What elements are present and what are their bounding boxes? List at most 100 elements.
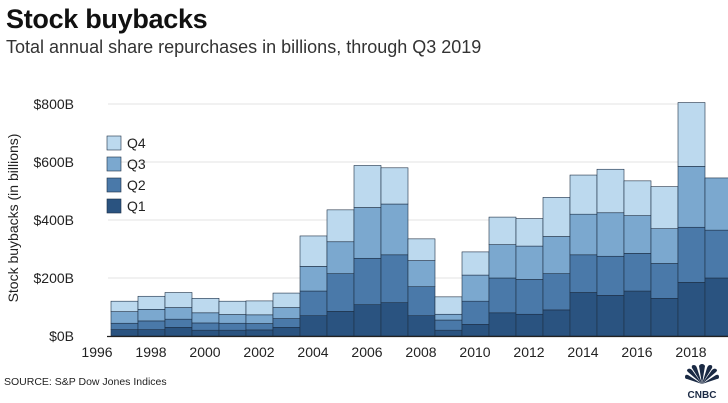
legend-swatch-q3	[106, 156, 122, 172]
cnbc-peacock-logo: CNBC	[685, 364, 719, 400]
bar-segment-q2-2006	[353, 257, 382, 305]
bar-segment-q4-2005	[326, 209, 355, 243]
bar-segment-q3-2009	[434, 313, 463, 321]
bar-segment-q2-2011	[488, 277, 517, 314]
bar-segment-q4-2002	[245, 300, 274, 316]
bar-segment-q1-2004	[299, 315, 328, 337]
bar-segment-q3-2006	[353, 207, 382, 259]
x-tick-label: 2010	[459, 344, 490, 360]
bar-segment-q4-2003	[272, 292, 301, 308]
y-tick-label: $600B	[34, 154, 74, 170]
bar-segment-q1-2008	[407, 315, 436, 337]
bar-segment-q1-2006	[353, 304, 382, 337]
legend-label-q2: Q2	[127, 177, 146, 193]
bar-segment-q4-2013	[542, 197, 571, 237]
x-tick-labels: 1996 1998 2000 2002 2004 2006 2008 2010 2012 2014…	[81, 344, 706, 360]
bar-segment-q2-2001	[218, 322, 247, 331]
y-tick-labels: $0B $200B $400B $600B $800B	[34, 96, 74, 344]
y-tick-label: $800B	[34, 96, 74, 112]
bar-segment-q2-1999	[164, 318, 193, 328]
y-tick-label: $0B	[49, 328, 74, 344]
bar-segment-q2-2005	[326, 273, 355, 312]
bar-segment-q2-2018	[677, 226, 706, 283]
x-tick-label: 2018	[675, 344, 706, 360]
x-tick-label: 2014	[567, 344, 598, 360]
bar-segment-q4-2001	[218, 300, 247, 315]
bar-segment-q2-2004	[299, 290, 328, 316]
bar-segment-q3-2019	[704, 177, 728, 231]
peacock-icon	[685, 364, 719, 384]
bar-segment-q1-2015	[596, 295, 625, 337]
bar-segment-q2-2014	[569, 254, 598, 293]
bar-segment-q1-2018	[677, 282, 706, 337]
source-note: SOURCE: S&P Dow Jones Indices	[4, 376, 167, 388]
legend-label-q3: Q3	[127, 156, 146, 172]
bar-segment-q2-2007	[380, 254, 409, 303]
bar-segment-q2-2008	[407, 286, 436, 317]
chart-title: Stock buybacks	[6, 4, 208, 34]
bar-segment-q2-2019	[704, 229, 728, 279]
bar-segment-q1-2017	[650, 297, 679, 337]
x-tick-label: 2002	[243, 344, 274, 360]
bar-segment-q3-2018	[677, 166, 706, 228]
bar-segment-q2-1997	[110, 322, 139, 330]
bar-segment-q3-2004	[299, 266, 328, 292]
bar-segment-q4-2016	[623, 180, 652, 216]
y-tick-label: $400B	[34, 212, 74, 228]
bar-segment-q3-2011	[488, 244, 517, 279]
x-tick-label: 1998	[135, 344, 166, 360]
bar-segment-q4-2009	[434, 296, 463, 315]
chart-subtitle: Total annual share repurchases in billio…	[6, 37, 482, 57]
bar-segment-q3-2001	[218, 314, 247, 324]
bar-segment-q4-1999	[164, 292, 193, 308]
bar-segment-q4-2012	[515, 218, 544, 247]
bar-segment-q4-2011	[488, 216, 517, 245]
bar-segment-q3-2012	[515, 245, 544, 280]
legend-swatch-q4	[106, 135, 122, 151]
bar-segment-q3-2016	[623, 215, 652, 254]
bar-segment-q1-1998	[137, 329, 166, 337]
bar-segment-q1-2019	[704, 277, 728, 337]
legend-swatch-q1	[106, 198, 122, 214]
bar-segment-q4-1998	[137, 295, 166, 310]
bar-segment-q4-2015	[596, 168, 625, 214]
bar-segment-q1-2000	[191, 329, 220, 337]
bar-segment-q1-2002	[245, 329, 274, 337]
bar-segment-q1-2012	[515, 313, 544, 337]
bar-segment-q1-2005	[326, 311, 355, 337]
bar-segment-q3-2008	[407, 260, 436, 288]
legend-swatch-q2	[106, 177, 122, 193]
x-tick-label: 2008	[405, 344, 436, 360]
bar-segment-q1-2016	[623, 290, 652, 337]
legend: Q4 Q3 Q2 Q1	[106, 135, 146, 214]
x-tick-label: 2004	[297, 344, 328, 360]
bar-segment-q3-2017	[650, 228, 679, 264]
bar-segment-q4-2018	[677, 102, 706, 167]
bar-segment-q3-2003	[272, 307, 301, 319]
bar-segment-q2-2000	[191, 322, 220, 331]
bar-segment-q4-2017	[650, 186, 679, 229]
bar-segment-q2-1998	[137, 320, 166, 330]
bar-segment-q4-1997	[110, 300, 139, 312]
logo-wordmark: CNBC	[688, 390, 717, 400]
bar-segment-q2-2002	[245, 323, 274, 331]
bar-segment-q1-1997	[110, 329, 139, 337]
bar-segment-q4-2007	[380, 167, 409, 205]
bar-segment-q2-2012	[515, 279, 544, 315]
bar-segment-q2-2010	[461, 300, 490, 325]
y-axis-label: Stock buybacks (in billions)	[5, 134, 21, 303]
bar-segment-q2-2003	[272, 318, 301, 328]
x-tick-label: 2006	[351, 344, 382, 360]
bar-segment-q1-2010	[461, 324, 490, 337]
bar-segment-q1-2001	[218, 329, 247, 337]
bar-segment-q3-2007	[380, 203, 409, 256]
bar-segment-q4-2006	[353, 165, 382, 208]
bar-segment-q1-2003	[272, 326, 301, 337]
x-tick-label: 1996	[81, 344, 112, 360]
bar-segment-q3-2015	[596, 212, 625, 257]
bar-segment-q2-2017	[650, 263, 679, 299]
bar-segment-q4-2008	[407, 238, 436, 261]
bar-segment-q4-2004	[299, 235, 328, 267]
legend-label-q1: Q1	[127, 198, 146, 214]
